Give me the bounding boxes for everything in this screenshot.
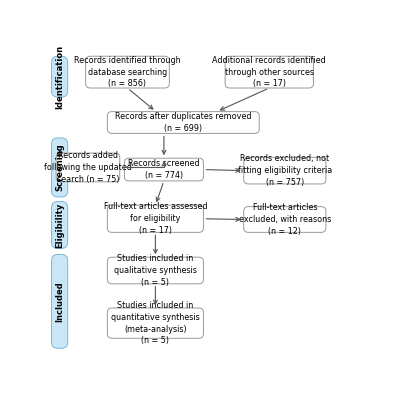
FancyBboxPatch shape — [225, 56, 314, 88]
Text: Studies included in
qualitative synthesis
(n = 5): Studies included in qualitative synthesi… — [114, 254, 197, 287]
Text: Records identified through
database searching
(n = 856): Records identified through database sear… — [74, 56, 181, 88]
Text: Full-text articles assessed
for eligibility
(n = 17): Full-text articles assessed for eligibil… — [104, 202, 207, 235]
Text: Records excluded, not
fitting eligibility criteria
(n = 757): Records excluded, not fitting eligibilit… — [238, 154, 332, 187]
FancyBboxPatch shape — [52, 254, 68, 348]
FancyBboxPatch shape — [107, 308, 204, 338]
Text: Records after duplicates removed
(n = 699): Records after duplicates removed (n = 69… — [115, 112, 252, 133]
Text: Full-text articles
excluded, with reasons
(n = 12): Full-text articles excluded, with reason… — [239, 203, 331, 236]
FancyBboxPatch shape — [124, 158, 204, 181]
FancyBboxPatch shape — [52, 56, 68, 97]
FancyBboxPatch shape — [52, 202, 68, 248]
Text: Eligibility: Eligibility — [55, 202, 64, 248]
Text: Records screened
(n = 774): Records screened (n = 774) — [128, 159, 200, 180]
Text: Records added
following the updated
search (n = 75): Records added following the updated sear… — [44, 151, 132, 184]
FancyBboxPatch shape — [107, 205, 204, 232]
Text: Identification: Identification — [55, 44, 64, 109]
FancyBboxPatch shape — [52, 138, 68, 197]
FancyBboxPatch shape — [107, 112, 259, 133]
Text: Included: Included — [55, 281, 64, 322]
FancyBboxPatch shape — [56, 153, 120, 182]
FancyBboxPatch shape — [244, 157, 326, 184]
FancyBboxPatch shape — [244, 207, 326, 232]
Text: Studies included in
quantitative synthesis
(meta-analysis)
(n = 5): Studies included in quantitative synthes… — [111, 301, 200, 345]
Text: Additional records identified
through other sources
(n = 17): Additional records identified through ot… — [212, 56, 326, 88]
FancyBboxPatch shape — [107, 257, 204, 284]
Text: Screening: Screening — [55, 143, 64, 191]
FancyBboxPatch shape — [86, 56, 169, 88]
